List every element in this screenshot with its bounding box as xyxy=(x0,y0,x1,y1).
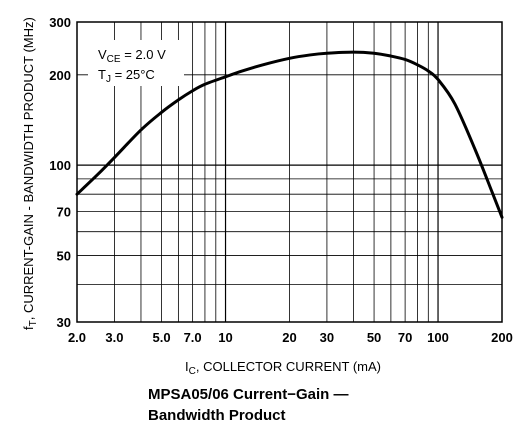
chart-subtitle: Bandwidth Product xyxy=(148,407,286,424)
chart-title: MPSA05/06 Current−Gain — xyxy=(148,386,349,403)
y-tick-label: 300 xyxy=(49,15,71,30)
x-tick-label: 70 xyxy=(398,330,412,345)
plot-frame xyxy=(76,21,503,323)
series-line xyxy=(75,50,504,219)
x-tick-labels: 2.0 3.0 5.0 7.0 10 20 30 50 70 100 200 xyxy=(68,330,513,345)
y-tick-label: 200 xyxy=(49,68,71,83)
x-tick-label: 100 xyxy=(427,330,449,345)
annotation-background xyxy=(88,40,184,86)
y-tick-labels: 30 50 70 100 200 300 xyxy=(49,15,71,330)
vce-annotation: VCE = 2.0 V xyxy=(98,47,166,65)
y-tick-label: 70 xyxy=(57,205,71,220)
y-axis-title: fT, CURRENT-GAIN - BANDWIDTH PRODUCT (MH… xyxy=(21,17,39,330)
x-tick-label: 200 xyxy=(491,330,513,345)
y-tick-label: 50 xyxy=(57,248,71,263)
x-tick-label: 50 xyxy=(367,330,381,345)
major-gridlines xyxy=(77,22,502,322)
x-tick-label: 10 xyxy=(218,330,232,345)
y-tick-label: 30 xyxy=(57,315,71,330)
x-tick-label: 5.0 xyxy=(153,330,171,345)
x-axis-title: IC, COLLECTOR CURRENT (mA) xyxy=(185,359,381,377)
y-tick-label: 100 xyxy=(49,158,71,173)
minor-gridlines xyxy=(77,22,502,322)
tj-annotation: TJ = 25°C xyxy=(98,67,155,85)
x-tick-label: 3.0 xyxy=(105,330,123,345)
x-tick-label: 2.0 xyxy=(68,330,86,345)
series-layer xyxy=(75,50,504,219)
chart: 2.0 3.0 5.0 7.0 10 20 30 50 70 100 200 30 50 70 100 20… xyxy=(21,15,513,377)
x-tick-label: 7.0 xyxy=(184,330,202,345)
x-tick-label: 30 xyxy=(320,330,334,345)
x-tick-label: 20 xyxy=(282,330,296,345)
